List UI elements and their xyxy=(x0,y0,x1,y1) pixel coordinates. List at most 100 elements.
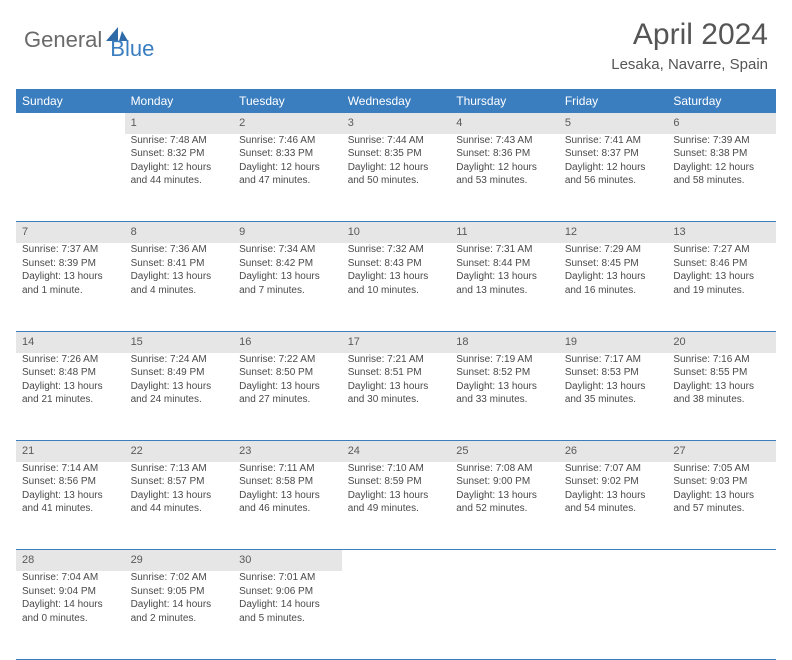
sunset-text: Sunset: 9:02 PM xyxy=(565,475,662,489)
daylight-text: Daylight: 13 hours and 57 minutes. xyxy=(673,489,770,516)
sunset-text: Sunset: 8:59 PM xyxy=(348,475,445,489)
day-cell: Sunrise: 7:01 AMSunset: 9:06 PMDaylight:… xyxy=(233,571,342,659)
sunset-text: Sunset: 8:45 PM xyxy=(565,257,662,271)
day-cell: Sunrise: 7:44 AMSunset: 8:35 PMDaylight:… xyxy=(342,134,451,222)
day-number: 17 xyxy=(342,331,451,352)
sunset-text: Sunset: 8:37 PM xyxy=(565,147,662,161)
daylight-text: Daylight: 13 hours and 44 minutes. xyxy=(131,489,228,516)
day-number xyxy=(16,113,125,134)
sunrise-text: Sunrise: 7:43 AM xyxy=(456,134,553,148)
sunrise-text: Sunrise: 7:19 AM xyxy=(456,353,553,367)
day-cell: Sunrise: 7:13 AMSunset: 8:57 PMDaylight:… xyxy=(125,462,234,550)
day-content-row: Sunrise: 7:48 AMSunset: 8:32 PM Daylight:… xyxy=(16,134,776,222)
day-number: 14 xyxy=(16,331,125,352)
sunrise-text: Sunrise: 7:39 AM xyxy=(673,134,770,148)
day-number-row: 14151617181920 xyxy=(16,331,776,352)
sunset-text: Sunset: 8:32 PM xyxy=(131,147,228,161)
day-number: 1 xyxy=(125,113,234,134)
month-title: April 2024 xyxy=(611,18,768,52)
sunrise-text: Sunrise: 7:21 AM xyxy=(348,353,445,367)
header: General Blue April 2024 Lesaka, Navarre,… xyxy=(0,0,792,81)
day-number: 27 xyxy=(667,441,776,462)
daylight-text: Daylight: 13 hours and 49 minutes. xyxy=(348,489,445,516)
sunrise-text: Sunrise: 7:44 AM xyxy=(348,134,445,148)
day-number: 15 xyxy=(125,331,234,352)
day-cell: Sunrise: 7:37 AMSunset: 8:39 PMDaylight:… xyxy=(16,243,125,331)
sunset-text: Sunset: 9:00 PM xyxy=(456,475,553,489)
day-cell: Sunrise: 7:43 AMSunset: 8:36 PMDaylight:… xyxy=(450,134,559,222)
day-number-row: 78910111213 xyxy=(16,222,776,243)
day-cell xyxy=(559,571,668,659)
day-number: 5 xyxy=(559,113,668,134)
sunset-text: Sunset: 8:52 PM xyxy=(456,366,553,380)
day-cell: Sunrise: 7:39 AMSunset: 8:38 PMDaylight:… xyxy=(667,134,776,222)
day-number: 20 xyxy=(667,331,776,352)
day-cell: Sunrise: 7:05 AMSunset: 9:03 PMDaylight:… xyxy=(667,462,776,550)
day-number: 24 xyxy=(342,441,451,462)
daylight-text: Daylight: 13 hours and 21 minutes. xyxy=(22,380,119,407)
day-cell: Sunrise: 7:29 AMSunset: 8:45 PMDaylight:… xyxy=(559,243,668,331)
sunset-text: Sunset: 8:51 PM xyxy=(348,366,445,380)
sunset-text: Sunset: 8:50 PM xyxy=(239,366,336,380)
day-number: 26 xyxy=(559,441,668,462)
sunset-text: Sunset: 8:46 PM xyxy=(673,257,770,271)
day-number: 8 xyxy=(125,222,234,243)
title-block: April 2024 Lesaka, Navarre, Spain xyxy=(611,18,768,73)
day-number: 19 xyxy=(559,331,668,352)
sunset-text: Sunset: 8:43 PM xyxy=(348,257,445,271)
day-number xyxy=(342,550,451,571)
sunset-text: Sunset: 9:06 PM xyxy=(239,585,336,599)
day-number: 3 xyxy=(342,113,451,134)
weekday-header: Sunday xyxy=(16,89,125,113)
sunset-text: Sunset: 8:49 PM xyxy=(131,366,228,380)
day-cell: Sunrise: 7:34 AMSunset: 8:42 PMDaylight:… xyxy=(233,243,342,331)
sunrise-text: Sunrise: 7:32 AM xyxy=(348,243,445,257)
day-cell: Sunrise: 7:48 AMSunset: 8:32 PMDaylight:… xyxy=(125,134,234,222)
day-content-row: Sunrise: 7:14 AMSunset: 8:56 PMDaylight:… xyxy=(16,462,776,550)
day-number: 12 xyxy=(559,222,668,243)
daylight-text: Daylight: 13 hours and 13 minutes. xyxy=(456,270,553,297)
day-number: 9 xyxy=(233,222,342,243)
day-number xyxy=(667,550,776,571)
day-cell xyxy=(342,571,451,659)
sunrise-text: Sunrise: 7:11 AM xyxy=(239,462,336,476)
day-cell: Sunrise: 7:46 AMSunset: 8:33 PMDaylight:… xyxy=(233,134,342,222)
sunrise-text: Sunrise: 7:10 AM xyxy=(348,462,445,476)
sunrise-text: Sunrise: 7:41 AM xyxy=(565,134,662,148)
location-label: Lesaka, Navarre, Spain xyxy=(611,56,768,73)
sunrise-text: Sunrise: 7:48 AM xyxy=(131,134,228,148)
daylight-text: Daylight: 12 hours and 47 minutes. xyxy=(239,161,336,188)
day-number: 10 xyxy=(342,222,451,243)
sunset-text: Sunset: 8:41 PM xyxy=(131,257,228,271)
daylight-text: Daylight: 13 hours and 52 minutes. xyxy=(456,489,553,516)
sunrise-text: Sunrise: 7:36 AM xyxy=(131,243,228,257)
day-cell: Sunrise: 7:04 AMSunset: 9:04 PMDaylight:… xyxy=(16,571,125,659)
daylight-text: Daylight: 13 hours and 10 minutes. xyxy=(348,270,445,297)
sunset-text: Sunset: 8:33 PM xyxy=(239,147,336,161)
sunset-text: Sunset: 8:38 PM xyxy=(673,147,770,161)
day-cell xyxy=(450,571,559,659)
day-number: 11 xyxy=(450,222,559,243)
day-number xyxy=(559,550,668,571)
sunrise-text: Sunrise: 7:08 AM xyxy=(456,462,553,476)
day-number-row: 123456 xyxy=(16,113,776,134)
daylight-text: Daylight: 12 hours and 50 minutes. xyxy=(348,161,445,188)
day-cell: Sunrise: 7:08 AMSunset: 9:00 PMDaylight:… xyxy=(450,462,559,550)
daylight-text: Daylight: 13 hours and 35 minutes. xyxy=(565,380,662,407)
day-cell xyxy=(16,134,125,222)
daylight-text: Daylight: 13 hours and 33 minutes. xyxy=(456,380,553,407)
day-number: 2 xyxy=(233,113,342,134)
sunset-text: Sunset: 8:48 PM xyxy=(22,366,119,380)
sunrise-text: Sunrise: 7:34 AM xyxy=(239,243,336,257)
weekday-header-row: Sunday Monday Tuesday Wednesday Thursday… xyxy=(16,89,776,113)
sunrise-text: Sunrise: 7:27 AM xyxy=(673,243,770,257)
daylight-text: Daylight: 13 hours and 27 minutes. xyxy=(239,380,336,407)
day-content-row: Sunrise: 7:26 AMSunset: 8:48 PMDaylight:… xyxy=(16,353,776,441)
sunrise-text: Sunrise: 7:26 AM xyxy=(22,353,119,367)
day-number: 4 xyxy=(450,113,559,134)
sunset-text: Sunset: 8:35 PM xyxy=(348,147,445,161)
day-number: 13 xyxy=(667,222,776,243)
daylight-text: Daylight: 13 hours and 7 minutes. xyxy=(239,270,336,297)
sunrise-text: Sunrise: 7:07 AM xyxy=(565,462,662,476)
daylight-text: Daylight: 13 hours and 46 minutes. xyxy=(239,489,336,516)
